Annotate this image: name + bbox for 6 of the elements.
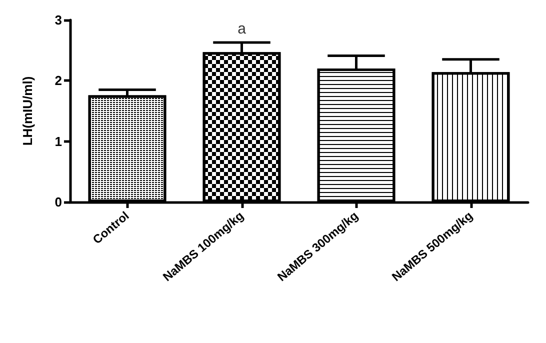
y-tick-label: 0 bbox=[54, 194, 62, 210]
y-tick-label: 3 bbox=[54, 12, 62, 28]
y-axis-title: LH(mIU/ml) bbox=[20, 76, 35, 146]
y-tick-label: 1 bbox=[54, 134, 62, 149]
y-tick-label: 2 bbox=[54, 73, 62, 88]
annotation: a bbox=[238, 20, 247, 38]
